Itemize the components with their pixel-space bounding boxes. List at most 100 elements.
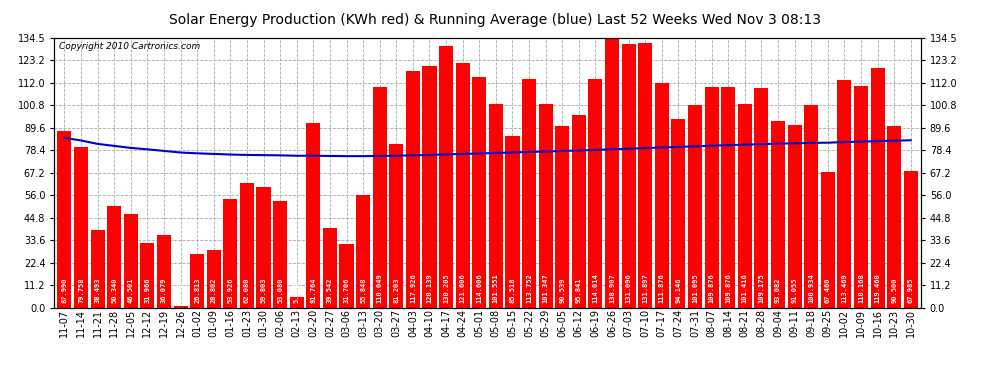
Text: 131.897: 131.897	[643, 274, 648, 303]
Bar	[439, 46, 453, 308]
Text: 39.542: 39.542	[327, 278, 333, 303]
Bar	[522, 79, 537, 308]
Text: 53.926: 53.926	[228, 278, 234, 303]
Bar	[190, 254, 204, 308]
Bar	[887, 126, 901, 308]
Text: 55.848: 55.848	[360, 278, 366, 303]
Text: 79.758: 79.758	[78, 278, 84, 303]
Bar	[157, 235, 171, 308]
Text: 113.469: 113.469	[842, 274, 847, 303]
Text: 109.175: 109.175	[758, 274, 764, 303]
Text: 113.752: 113.752	[526, 274, 532, 303]
Text: 119.460: 119.460	[874, 274, 880, 303]
Text: 110.049: 110.049	[377, 274, 383, 303]
Bar	[771, 121, 785, 308]
Text: 100.934: 100.934	[808, 274, 814, 303]
Bar	[389, 144, 403, 308]
Bar	[141, 243, 154, 308]
Bar	[455, 63, 469, 308]
Text: 120.139: 120.139	[427, 274, 433, 303]
Bar	[838, 80, 851, 308]
Text: 46.501: 46.501	[128, 278, 134, 303]
Text: 111.876: 111.876	[658, 274, 665, 303]
Bar	[323, 228, 337, 308]
Bar	[489, 104, 503, 308]
Bar	[90, 230, 105, 308]
Text: 90.500: 90.500	[891, 278, 897, 303]
Text: 109.876: 109.876	[709, 274, 715, 303]
Text: 114.014: 114.014	[592, 274, 598, 303]
Text: 67.985: 67.985	[908, 278, 914, 303]
Bar	[173, 306, 188, 308]
Text: 81.203: 81.203	[393, 278, 399, 303]
Bar	[787, 125, 802, 308]
Text: 67.460: 67.460	[825, 278, 831, 303]
Text: 130.205: 130.205	[444, 274, 449, 303]
Text: 95.841: 95.841	[576, 278, 582, 303]
Bar	[340, 244, 353, 308]
Bar	[506, 136, 520, 308]
Text: 93.082: 93.082	[775, 278, 781, 303]
Text: 5.300: 5.300	[294, 282, 300, 303]
Bar	[671, 118, 685, 308]
Bar	[870, 68, 885, 308]
Bar	[688, 105, 702, 308]
Bar	[654, 83, 669, 308]
Bar	[555, 126, 569, 308]
Bar	[256, 188, 270, 308]
Text: 28.802: 28.802	[211, 278, 217, 303]
Text: 91.764: 91.764	[310, 278, 317, 303]
Text: 114.606: 114.606	[476, 274, 482, 303]
Bar	[639, 43, 652, 308]
Bar	[372, 87, 387, 308]
Bar	[224, 199, 238, 308]
Bar	[821, 172, 835, 308]
Text: 101.347: 101.347	[543, 274, 548, 303]
Text: 53.080: 53.080	[277, 278, 283, 303]
Text: 0.732: 0.732	[177, 282, 183, 303]
Bar	[57, 131, 71, 308]
Bar	[290, 297, 304, 307]
Bar	[472, 77, 486, 308]
Bar	[273, 201, 287, 308]
Bar	[588, 79, 603, 308]
Text: 36.079: 36.079	[161, 278, 167, 303]
Bar	[721, 87, 736, 308]
Bar	[738, 104, 751, 308]
Text: 101.551: 101.551	[493, 274, 499, 303]
Text: 110.168: 110.168	[858, 274, 864, 303]
Text: 138.907: 138.907	[609, 274, 615, 303]
Text: 31.966: 31.966	[145, 278, 150, 303]
Bar	[240, 183, 254, 308]
Text: 91.055: 91.055	[792, 278, 798, 303]
Bar	[74, 147, 88, 308]
Text: 85.518: 85.518	[510, 278, 516, 303]
Bar	[306, 123, 321, 308]
Bar	[572, 115, 586, 308]
Text: 62.080: 62.080	[244, 278, 249, 303]
Text: 101.095: 101.095	[692, 274, 698, 303]
Text: Solar Energy Production (KWh red) & Running Average (blue) Last 52 Weeks Wed Nov: Solar Energy Production (KWh red) & Runn…	[169, 13, 821, 27]
Text: 131.096: 131.096	[626, 274, 632, 303]
Text: 90.539: 90.539	[559, 278, 565, 303]
Bar	[622, 44, 636, 308]
Text: 109.876: 109.876	[726, 274, 732, 303]
Bar	[854, 86, 868, 308]
Bar	[904, 171, 918, 308]
Text: Copyright 2010 Cartronics.com: Copyright 2010 Cartronics.com	[58, 42, 200, 51]
Text: 26.813: 26.813	[194, 278, 200, 303]
Bar	[754, 88, 768, 308]
Bar	[804, 105, 818, 308]
Text: 38.493: 38.493	[95, 278, 101, 303]
Bar	[124, 214, 138, 308]
Text: 31.706: 31.706	[344, 278, 349, 303]
Text: 87.990: 87.990	[61, 278, 67, 303]
Bar	[705, 87, 719, 308]
Bar	[406, 71, 420, 308]
Text: 59.803: 59.803	[260, 278, 266, 303]
Text: 50.340: 50.340	[111, 278, 117, 303]
Bar	[539, 104, 552, 308]
Bar	[423, 66, 437, 308]
Text: 94.146: 94.146	[675, 278, 681, 303]
Bar	[107, 207, 121, 308]
